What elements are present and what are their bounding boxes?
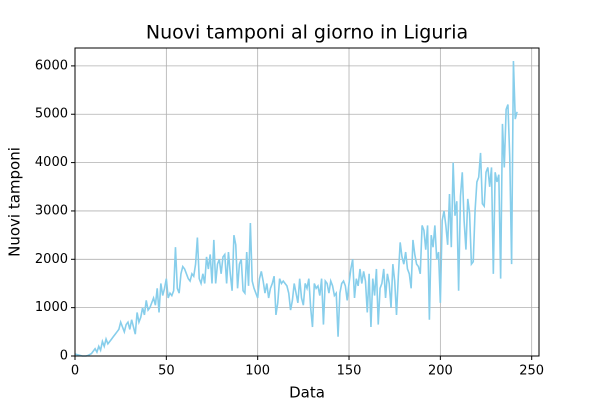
x-axis-label: Data bbox=[289, 384, 325, 400]
x-tick-label: 200 bbox=[428, 364, 453, 379]
y-tick-label: 0 bbox=[60, 349, 68, 364]
y-tick-label: 2000 bbox=[35, 252, 68, 267]
y-tick-label: 1000 bbox=[35, 300, 68, 315]
y-tick-label: 3000 bbox=[35, 203, 68, 218]
y-tick-label: 6000 bbox=[35, 58, 68, 73]
x-tick-label: 50 bbox=[158, 364, 175, 379]
y-tick-label: 4000 bbox=[35, 155, 68, 170]
chart-title: Nuovi tamponi al giorno in Liguria bbox=[146, 22, 468, 44]
plot-frame bbox=[74, 47, 540, 357]
x-tick-label: 150 bbox=[337, 364, 362, 379]
data-line bbox=[74, 61, 518, 357]
x-tick-label: 100 bbox=[245, 364, 270, 379]
y-axis-label: Nuovi tamponi bbox=[6, 147, 24, 257]
x-tick-label: 0 bbox=[71, 364, 79, 379]
x-tick-label: 250 bbox=[519, 364, 544, 379]
y-tick-label: 5000 bbox=[35, 107, 68, 122]
